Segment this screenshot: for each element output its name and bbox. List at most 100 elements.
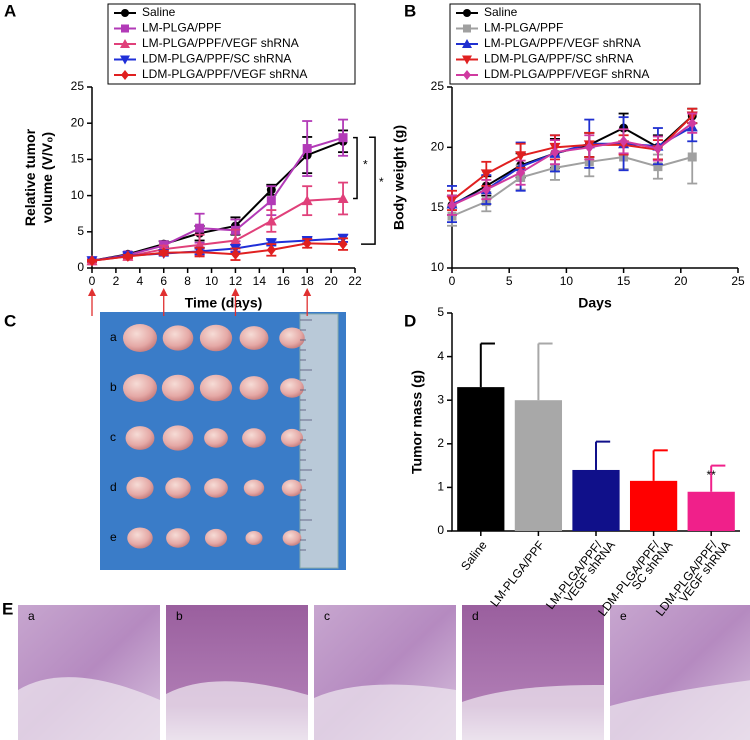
significance-bracket [353, 136, 358, 200]
marker [447, 199, 457, 211]
marker [653, 143, 663, 155]
x-tick-label: LM-PLGA/PPF [487, 538, 547, 609]
marker [301, 195, 313, 206]
row-label: e [110, 530, 117, 544]
marker [121, 24, 129, 33]
marker [463, 70, 471, 80]
image-label: b [176, 609, 183, 623]
y-tick-label: 10 [431, 260, 445, 274]
tumor [165, 477, 191, 499]
marker [302, 237, 312, 249]
y-tick-label: 0 [437, 523, 444, 537]
series-line [91, 242, 344, 262]
legend-label: LM-PLGA/PPF [484, 21, 563, 35]
y-tick-label: 0 [77, 260, 84, 274]
legend-label: Saline [142, 5, 176, 19]
tissue-edge [166, 681, 308, 740]
marker [266, 196, 276, 206]
y-tick-label: 20 [431, 140, 445, 154]
tumor [166, 528, 190, 548]
tissue-edge [18, 677, 160, 740]
panel-label: A [4, 1, 16, 20]
tissue-edge [314, 684, 456, 740]
y-tick-label: 25 [431, 79, 445, 93]
tumor [127, 527, 153, 549]
panel-label: C [4, 311, 16, 330]
dosing-arrow [88, 288, 96, 316]
legend-label: LDM-PLGA/PPF/SC shRNA [142, 52, 291, 66]
annotation: ** [707, 468, 717, 482]
marker [550, 146, 560, 158]
series-line [451, 115, 693, 202]
marker [302, 144, 312, 154]
legend-box [449, 3, 701, 85]
bar [514, 400, 563, 531]
legend-label: LM-PLGA/PPF/VEGF shRNA [484, 36, 641, 50]
legend-label: LDM-PLGA/PPF/VEGF shRNA [484, 67, 649, 81]
marker [87, 255, 97, 267]
x-tick-label: 16 [277, 274, 291, 288]
marker [121, 9, 129, 17]
tumor [239, 376, 269, 400]
tumor [125, 426, 155, 450]
marker [265, 238, 277, 249]
tumor [280, 428, 304, 448]
marker [159, 247, 169, 259]
marker [120, 39, 130, 48]
marker [463, 24, 471, 33]
marker [584, 141, 594, 153]
panel-label: E [2, 599, 13, 618]
x-tick-label: 5 [506, 274, 513, 288]
y-axis-label: Relative tumor [22, 128, 38, 226]
arrow-head [159, 288, 168, 296]
arrow-head [88, 288, 96, 296]
x-tick-label: 8 [184, 274, 191, 288]
tumor [204, 428, 228, 448]
dosing-arrow [159, 288, 168, 316]
tissue-edge [462, 684, 604, 740]
bar [572, 469, 620, 531]
legend-label: LDM-PLGA/PPF/SC shRNA [484, 52, 633, 66]
y-tick-label: 20 [71, 115, 85, 129]
dosing-arrow [231, 288, 240, 316]
y-tick-label: 5 [77, 224, 84, 238]
marker [229, 234, 241, 245]
x-axis-label: Time (days) [185, 295, 263, 311]
y-tick-label: 5 [437, 305, 444, 319]
y-tick-label: 4 [437, 349, 444, 363]
ruler [299, 313, 339, 569]
legend-label: Saline [484, 5, 518, 19]
x-tick-label: 20 [674, 274, 688, 288]
marker [265, 215, 277, 226]
x-tick-label: 10 [560, 274, 574, 288]
x-tick-label: 6 [160, 274, 167, 288]
legend-label: LM-PLGA/PPF [142, 21, 221, 35]
x-tick-label: 25 [731, 274, 745, 288]
series-line [451, 155, 693, 218]
tumor [281, 479, 303, 497]
marker [120, 55, 130, 65]
marker [337, 192, 349, 203]
marker [463, 9, 471, 17]
x-tick-label: 12 [229, 274, 243, 288]
tumor [162, 425, 194, 451]
marker [195, 223, 205, 233]
image-label: d [472, 609, 479, 623]
tumor [204, 528, 228, 548]
legend-box [107, 3, 356, 85]
y-axis-label: volume (V/V₀) [39, 132, 55, 223]
arrow-head [231, 288, 240, 296]
x-tick-label: 20 [324, 274, 338, 288]
image-label: e [620, 609, 627, 623]
tumor [123, 324, 157, 352]
x-tick-label: 0 [89, 274, 96, 288]
arrow-head [303, 288, 312, 296]
tissue-edge [610, 680, 750, 740]
tumor [279, 327, 305, 349]
y-axis-label: Tumor mass (g) [409, 370, 425, 474]
dosing-arrow [303, 288, 312, 316]
significance-bracket [361, 136, 376, 245]
row-label: c [110, 430, 116, 444]
